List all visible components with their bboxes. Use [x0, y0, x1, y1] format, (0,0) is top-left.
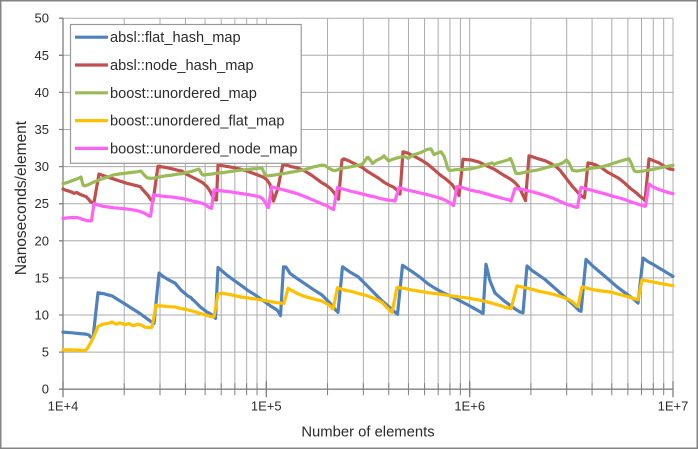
- svg-text:1E+7: 1E+7: [658, 399, 689, 414]
- svg-text:absl::node_hash_map: absl::node_hash_map: [110, 58, 254, 74]
- svg-text:boost::unordered_map: boost::unordered_map: [110, 86, 257, 102]
- svg-text:1E+5: 1E+5: [251, 399, 282, 414]
- svg-text:1E+6: 1E+6: [454, 399, 485, 414]
- svg-text:15: 15: [35, 270, 49, 285]
- svg-text:5: 5: [42, 345, 49, 360]
- svg-text:boost::unordered_flat_map: boost::unordered_flat_map: [110, 114, 284, 130]
- svg-text:boost::unordered_node_map: boost::unordered_node_map: [110, 141, 297, 157]
- svg-text:Nanoseconds/element: Nanoseconds/element: [13, 120, 30, 275]
- svg-text:35: 35: [35, 122, 49, 137]
- svg-text:40: 40: [35, 85, 49, 100]
- svg-text:0: 0: [42, 382, 49, 397]
- svg-text:20: 20: [35, 233, 49, 248]
- svg-text:absl::flat_hash_map: absl::flat_hash_map: [110, 30, 241, 46]
- svg-text:25: 25: [35, 196, 49, 211]
- svg-text:30: 30: [35, 159, 49, 174]
- svg-text:Number of elements: Number of elements: [301, 425, 434, 441]
- svg-text:50: 50: [35, 11, 49, 26]
- svg-text:10: 10: [35, 308, 49, 323]
- svg-text:45: 45: [35, 48, 49, 63]
- svg-text:1E+4: 1E+4: [48, 399, 79, 414]
